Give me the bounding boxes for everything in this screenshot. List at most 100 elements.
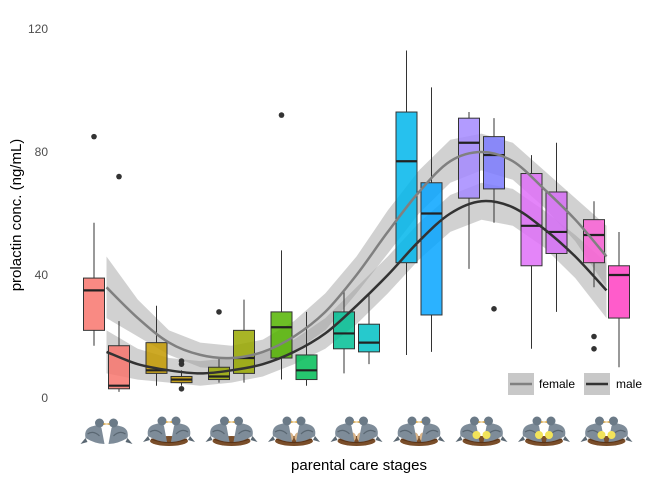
pigeon-tail (80, 438, 88, 444)
pigeon-wing (300, 429, 314, 435)
box-plots (83, 50, 630, 392)
outlier-point (278, 112, 285, 118)
box-male-stage-6 (420, 87, 443, 352)
pigeon-body (335, 423, 355, 442)
pigeon-body (233, 423, 253, 442)
pigeon-body (85, 425, 105, 444)
trend-line-male (106, 199, 608, 375)
pigeon-head (532, 416, 542, 426)
pigeon-head (109, 418, 118, 428)
pigeon-wing (425, 429, 439, 435)
box-iqr (395, 111, 418, 264)
pigeon-icon (418, 416, 445, 442)
nest-twigs (275, 438, 313, 444)
pigeon-icon (268, 416, 295, 442)
pigeon-head (609, 416, 618, 426)
pigeon-tail (205, 436, 213, 442)
pigeon-wing (274, 429, 288, 435)
box-male-stage-4 (295, 311, 318, 386)
pigeons-nest-eggs-icon (330, 416, 383, 446)
outlier-point (178, 358, 185, 364)
two-pigeons-icon (80, 418, 133, 444)
pigeon-tail (268, 436, 275, 442)
pigeon-beak (168, 421, 172, 423)
pigeon-tail (250, 436, 258, 442)
box-female-stage-7 (458, 112, 480, 269)
pigeon-head (470, 416, 479, 426)
chick (482, 431, 491, 439)
pigeons-nest-eggs-icon (268, 416, 320, 446)
nest-twigs (213, 438, 250, 444)
pigeons-nest-chicks-icon (518, 416, 570, 446)
pigeon-beak (230, 421, 235, 423)
outlier-point (491, 306, 497, 312)
pigeon-beak (605, 421, 610, 423)
pigeons-nest-chicks-icon (580, 416, 633, 446)
pigeons-on-nest-icon (205, 416, 258, 446)
pigeon-body (397, 423, 417, 442)
pigeon-wing (149, 429, 163, 435)
pigeon-body (296, 423, 316, 442)
pigeon-beak (355, 421, 360, 423)
pigeon-tail (438, 436, 445, 442)
outlier-point (591, 333, 597, 340)
legend-label-female: female (539, 377, 575, 391)
pigeon-icon (230, 416, 258, 442)
x-axis-title: parental care stages (291, 457, 427, 474)
box-iqr (83, 277, 105, 331)
trend-line-female (105, 150, 608, 360)
pigeon-head (220, 416, 229, 426)
pigeon-tail (143, 436, 150, 442)
pigeon-wing (238, 429, 251, 435)
pigeon-head (595, 416, 604, 426)
box-iqr (608, 265, 630, 319)
nest-twigs (525, 438, 563, 444)
pigeon-tail (330, 436, 338, 442)
box-iqr (108, 345, 130, 390)
box-male-stage-1 (108, 173, 130, 392)
pigeon-body (108, 425, 128, 444)
pigeon-wing (363, 429, 376, 435)
pigeon-tail (125, 438, 133, 444)
nest-twigs (588, 438, 625, 444)
box-iqr (145, 342, 168, 374)
pigeon-head (359, 416, 368, 426)
chick (472, 431, 481, 439)
pigeon-body (272, 423, 292, 442)
nest-twigs (400, 438, 438, 444)
pigeon-icon (205, 416, 233, 442)
pigeon-wing (212, 429, 225, 435)
pigeon-tail (455, 436, 463, 442)
pigeon-tail (375, 436, 383, 442)
pigeon-icon (393, 416, 420, 442)
pigeon-head (484, 416, 493, 426)
pigeon-icon (330, 416, 358, 442)
outlier-point (178, 385, 185, 392)
pigeon-tail (580, 436, 588, 442)
y-tick-label: 120 (28, 22, 48, 36)
pigeon-beak (543, 421, 547, 423)
pigeon-wing (175, 429, 189, 435)
outlier-point (216, 309, 222, 315)
pigeon-icon (168, 416, 195, 442)
box-iqr (270, 311, 293, 359)
legend: female male (508, 373, 642, 395)
pigeon-tail (625, 436, 633, 442)
nest-twigs (150, 438, 188, 444)
box-iqr (420, 182, 443, 316)
box-male-stage-2 (170, 358, 193, 392)
legend-label-male: male (616, 377, 642, 391)
pigeon-icon (143, 416, 170, 442)
pigeon-wing (399, 429, 413, 435)
pigeon-head (421, 416, 431, 426)
y-tick-label: 40 (35, 268, 49, 282)
chick (535, 431, 543, 439)
box-male-stage-5 (358, 293, 380, 365)
pigeon-head (95, 418, 104, 428)
pigeons-nest-eggs-icon (393, 416, 445, 446)
pigeon-head (345, 416, 354, 426)
box-female-stage-1 (83, 133, 105, 346)
pigeon-body (210, 423, 230, 442)
pigeon-beak (418, 421, 422, 423)
